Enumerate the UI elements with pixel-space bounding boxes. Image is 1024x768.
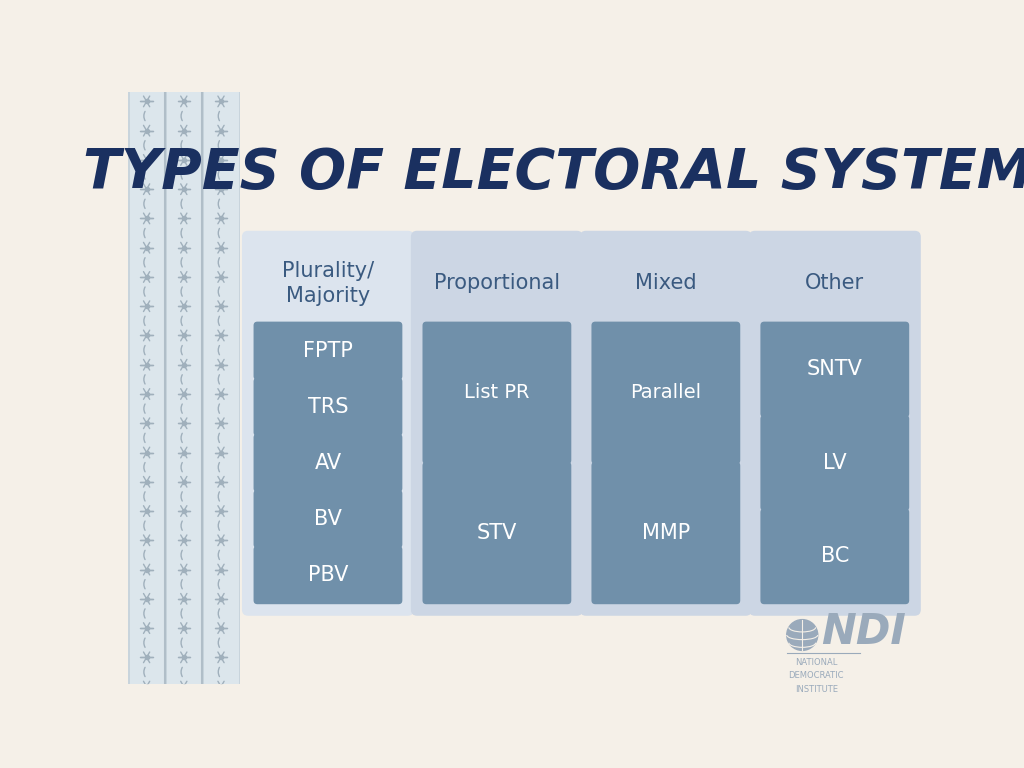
- FancyBboxPatch shape: [423, 322, 571, 464]
- FancyBboxPatch shape: [749, 230, 921, 616]
- Text: TYPES OF ELECTORAL SYSTEMS: TYPES OF ELECTORAL SYSTEMS: [83, 146, 1024, 200]
- FancyBboxPatch shape: [130, 92, 164, 684]
- Text: SNTV: SNTV: [807, 359, 863, 379]
- Text: LV: LV: [823, 453, 847, 473]
- FancyBboxPatch shape: [254, 546, 402, 604]
- FancyBboxPatch shape: [128, 92, 241, 684]
- FancyBboxPatch shape: [254, 322, 402, 380]
- FancyBboxPatch shape: [254, 490, 402, 548]
- FancyBboxPatch shape: [204, 92, 239, 684]
- Text: Proportional: Proportional: [434, 273, 560, 293]
- Text: TRS: TRS: [307, 397, 348, 417]
- Text: Parallel: Parallel: [631, 383, 701, 402]
- Text: Other: Other: [805, 273, 864, 293]
- FancyBboxPatch shape: [761, 415, 909, 511]
- Text: AV: AV: [314, 453, 342, 473]
- FancyBboxPatch shape: [592, 462, 740, 604]
- Text: PBV: PBV: [308, 565, 348, 585]
- FancyBboxPatch shape: [423, 462, 571, 604]
- FancyBboxPatch shape: [254, 434, 402, 492]
- Text: NATIONAL
DEMOCRATIC
INSTITUTE: NATIONAL DEMOCRATIC INSTITUTE: [788, 658, 844, 694]
- FancyBboxPatch shape: [761, 322, 909, 417]
- FancyBboxPatch shape: [580, 230, 752, 616]
- Text: List PR: List PR: [464, 383, 529, 402]
- FancyBboxPatch shape: [411, 230, 583, 616]
- Text: FPTP: FPTP: [303, 341, 353, 361]
- FancyBboxPatch shape: [254, 378, 402, 436]
- Text: BV: BV: [314, 509, 342, 529]
- Text: MMP: MMP: [642, 523, 690, 543]
- FancyBboxPatch shape: [761, 508, 909, 604]
- Circle shape: [786, 620, 818, 650]
- Text: STV: STV: [477, 523, 517, 543]
- FancyBboxPatch shape: [167, 92, 201, 684]
- Text: NDI: NDI: [821, 611, 906, 653]
- FancyBboxPatch shape: [592, 322, 740, 464]
- Text: Plurality/
Majority: Plurality/ Majority: [282, 260, 374, 306]
- Text: BC: BC: [820, 546, 849, 566]
- Text: Mixed: Mixed: [635, 273, 696, 293]
- FancyBboxPatch shape: [242, 230, 414, 616]
